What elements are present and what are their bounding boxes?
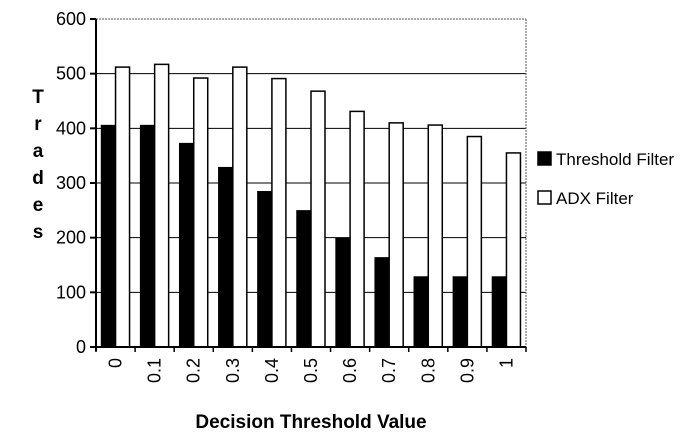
y-tick-label: 200 xyxy=(56,228,86,248)
legend-swatch-threshold-filter xyxy=(537,151,552,166)
bar-adx-filter xyxy=(505,152,522,348)
x-tick-label: 0.1 xyxy=(145,358,165,383)
x-tick-label: 0.9 xyxy=(457,358,477,383)
bar-threshold-filter xyxy=(452,276,469,348)
bar-adx-filter xyxy=(153,63,170,348)
x-tick-label: 0.7 xyxy=(379,358,399,383)
bar-adx-filter xyxy=(271,77,287,348)
bar-threshold-filter xyxy=(178,142,195,348)
y-tick-label: 300 xyxy=(56,173,86,193)
bar-adx-filter xyxy=(114,66,131,348)
bar-threshold-filter xyxy=(257,190,273,348)
legend-label-adx-filter: ADX Filter xyxy=(556,189,634,208)
x-tick-label: 0.2 xyxy=(184,358,204,383)
x-tick-label: 0.8 xyxy=(418,358,438,383)
bar-adx-filter xyxy=(192,77,209,348)
bar-threshold-filter xyxy=(491,276,508,348)
x-tick-label: 0.4 xyxy=(262,358,282,383)
x-tick-label: 0 xyxy=(106,358,126,368)
bar-threshold-filter xyxy=(296,210,312,348)
y-tick-labels: 0 100 200 300 400 500 600 xyxy=(56,9,86,357)
y-tick-label: 600 xyxy=(56,9,86,29)
legend-label-threshold-filter: Threshold Filter xyxy=(556,150,674,169)
bar-threshold-filter xyxy=(218,166,234,348)
bar-threshold-filter xyxy=(374,257,390,348)
x-axis-title: Decision Threshold Value xyxy=(195,412,426,433)
legend-swatch-adx-filter xyxy=(537,190,552,205)
y-tick-label: 100 xyxy=(56,282,86,302)
y-tick-label: 0 xyxy=(76,337,86,357)
bar-threshold-filter xyxy=(100,124,117,348)
bar-threshold-filter xyxy=(335,238,351,348)
bar-adx-filter xyxy=(427,124,444,348)
bar-adx-filter xyxy=(349,110,365,348)
legend: Threshold Filter ADX Filter xyxy=(537,150,674,208)
y-tick-label: 500 xyxy=(56,64,86,84)
bar-adx-filter xyxy=(310,90,326,348)
bar-adx-filter xyxy=(232,66,248,348)
x-tick-labels: 0 0.1 0.2 0.3 0.4 0.5 0.6 0.7 0.8 0.9 1 xyxy=(106,358,517,383)
x-tick-label: 0.5 xyxy=(301,358,321,383)
bar-threshold-filter xyxy=(413,276,430,348)
x-tick-label: 1 xyxy=(496,358,516,368)
bar-adx-filter xyxy=(466,135,483,348)
y-tick-label: 400 xyxy=(56,118,86,138)
axes xyxy=(90,18,527,352)
x-tick-label: 0.3 xyxy=(223,358,243,383)
x-tick-label: 0.6 xyxy=(340,358,360,383)
bar-threshold-filter xyxy=(139,124,156,348)
bar-adx-filter xyxy=(388,122,404,348)
